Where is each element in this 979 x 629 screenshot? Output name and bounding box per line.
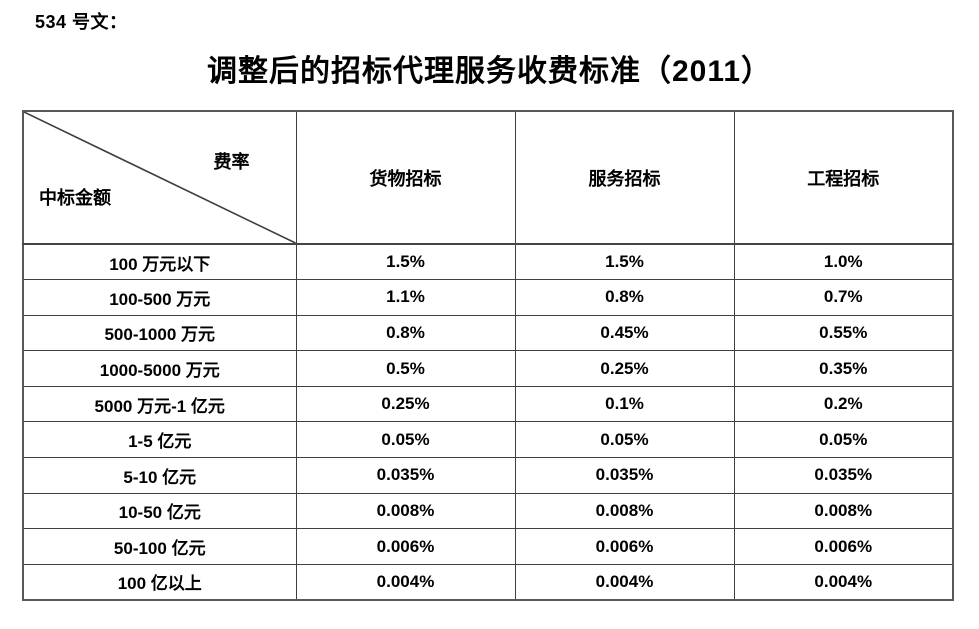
table-row: 1-5 亿元 0.05% 0.05% 0.05% <box>22 421 954 459</box>
rate-cell-service: 0.45% <box>514 314 735 352</box>
rate-cell-engineering: 0.004% <box>733 563 954 601</box>
rate-cell-service: 0.004% <box>514 563 735 601</box>
rate-cell-engineering: 0.006% <box>733 528 954 565</box>
rate-cell-goods: 0.035% <box>295 457 516 494</box>
row-label-amount-range: 500-1000 万元 <box>22 314 297 352</box>
rate-cell-service: 0.035% <box>514 457 735 494</box>
row-label-amount-range: 50-100 亿元 <box>22 528 297 565</box>
corner-label-fee-rate: 费率 <box>213 152 250 172</box>
rate-cell-goods: 0.008% <box>295 492 516 530</box>
rate-cell-goods: 0.8% <box>295 314 516 352</box>
table-row: 5000 万元-1 亿元 0.25% 0.1% 0.2% <box>22 385 954 423</box>
row-label-amount-range: 10-50 亿元 <box>22 492 297 530</box>
row-label-amount-range: 1-5 亿元 <box>22 421 297 459</box>
rate-cell-service: 0.008% <box>514 492 735 530</box>
rate-cell-engineering: 0.55% <box>733 314 954 352</box>
header-row: 费率 中标金额 货物招标 服务招标 工程招标 <box>22 110 954 245</box>
rate-cell-goods: 0.006% <box>295 528 516 565</box>
row-label-amount-range: 5-10 亿元 <box>22 457 297 494</box>
rate-cell-engineering: 0.35% <box>733 350 954 387</box>
corner-cell: 费率 中标金额 <box>22 110 297 245</box>
rate-cell-goods: 0.5% <box>295 350 516 387</box>
rate-cell-engineering: 0.05% <box>733 421 954 459</box>
rate-cell-engineering: 0.7% <box>733 279 954 316</box>
rate-cell-service: 0.05% <box>514 421 735 459</box>
row-label-amount-range: 100 万元以下 <box>22 243 297 281</box>
table-row: 100 万元以下 1.5% 1.5% 1.0% <box>22 243 954 281</box>
table-row: 1000-5000 万元 0.5% 0.25% 0.35% <box>22 350 954 387</box>
rate-cell-goods: 1.1% <box>295 279 516 316</box>
rate-cell-engineering: 0.2% <box>733 385 954 423</box>
rate-cell-goods: 0.25% <box>295 385 516 423</box>
row-label-amount-range: 1000-5000 万元 <box>22 350 297 387</box>
row-label-amount-range: 100-500 万元 <box>22 279 297 316</box>
table-body: 100 万元以下 1.5% 1.5% 1.0% 100-500 万元 1.1% … <box>22 243 954 601</box>
corner-label-bid-amount: 中标金额 <box>39 188 111 208</box>
rate-cell-engineering: 0.035% <box>733 457 954 494</box>
table-row: 100-500 万元 1.1% 0.8% 0.7% <box>22 279 954 316</box>
table-row: 5-10 亿元 0.035% 0.035% 0.035% <box>22 457 954 494</box>
table-row: 10-50 亿元 0.008% 0.008% 0.008% <box>22 492 954 530</box>
table-row: 100 亿以上 0.004% 0.004% 0.004% <box>22 563 954 601</box>
rate-cell-goods: 1.5% <box>295 243 516 281</box>
col-header-goods-bidding: 货物招标 <box>295 110 516 245</box>
doc-ref: 534 号文： <box>35 12 128 32</box>
table-row: 50-100 亿元 0.006% 0.006% 0.006% <box>22 528 954 565</box>
row-label-amount-range: 5000 万元-1 亿元 <box>22 385 297 423</box>
table-row: 500-1000 万元 0.8% 0.45% 0.55% <box>22 314 954 352</box>
rate-cell-service: 0.1% <box>514 385 735 423</box>
rate-cell-service: 0.8% <box>514 279 735 316</box>
rate-cell-engineering: 0.008% <box>733 492 954 530</box>
rate-cell-engineering: 1.0% <box>733 243 954 281</box>
diagonal-divider-line <box>24 112 296 243</box>
rate-cell-service: 1.5% <box>514 243 735 281</box>
rate-cell-goods: 0.004% <box>295 563 516 601</box>
fee-table: 费率 中标金额 货物招标 服务招标 工程招标 100 万元以下 1.5% 1.5… <box>22 110 954 601</box>
rate-cell-goods: 0.05% <box>295 421 516 459</box>
rate-cell-service: 0.25% <box>514 350 735 387</box>
page-title: 调整后的招标代理服务收费标准（2011） <box>206 55 773 88</box>
rate-cell-service: 0.006% <box>514 528 735 565</box>
col-header-service-bidding: 服务招标 <box>514 110 735 245</box>
row-label-amount-range: 100 亿以上 <box>22 563 297 601</box>
col-header-engineering-bidding: 工程招标 <box>733 110 954 245</box>
